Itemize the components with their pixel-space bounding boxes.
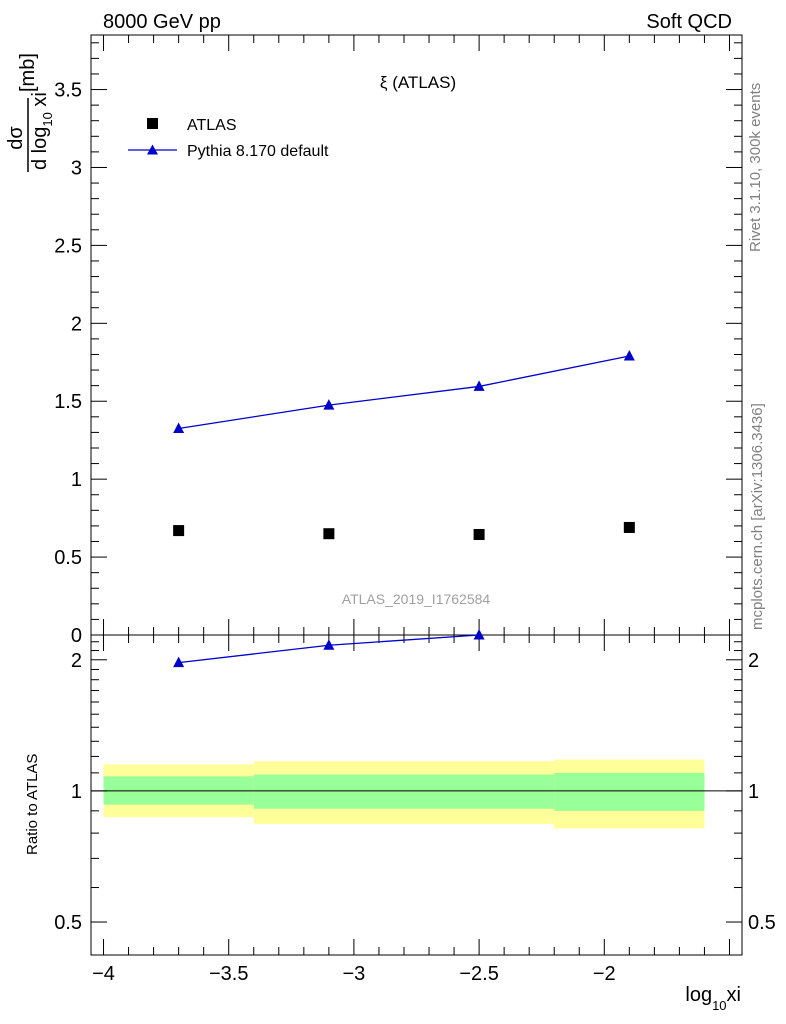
axis-tick-labels: −4 −3.5 −3 −2.5 −2 0 0.5 1 1.5 2 2.5 3 3.5 0.5 0.5 1 1 2 2 — [54, 80, 776, 985]
y-label-unit: [mb] — [17, 53, 39, 92]
x-tick-label: −2 — [593, 963, 616, 985]
x-label-prefix: log — [685, 984, 712, 1006]
x-tick-label: −2.5 — [459, 963, 498, 985]
plot-title: ξ (ATLAS) — [380, 73, 456, 92]
x-label-sub: 10 — [712, 998, 726, 1013]
ratio-point — [173, 656, 185, 668]
atlas-point — [473, 528, 485, 540]
y-label-numerator: dσ — [5, 126, 27, 150]
legend: ATLAS Pythia 8.170 default — [128, 117, 329, 160]
y-axis-label-ratio: Ratio to ATLAS — [24, 754, 41, 855]
header-right: Soft QCD — [646, 11, 732, 33]
x-axis-label: log10xi — [685, 984, 741, 1013]
y-tick-label-main: 3 — [71, 157, 82, 179]
y-label-denominator-prefix: d log — [29, 127, 51, 170]
pythia-point — [323, 399, 335, 410]
rivet-label: Rivet 3.1.10, 300k events — [747, 83, 764, 252]
atlas-point — [623, 521, 635, 533]
y-tick-label-main: 2 — [71, 313, 82, 335]
uncertainty-bands — [91, 759, 742, 829]
y-tick-label-main: 2.5 — [54, 235, 82, 257]
y-tick-label-ratio-left: 2 — [71, 650, 82, 672]
pythia-line — [178, 355, 630, 430]
y-tick-label-ratio-right: 1 — [748, 781, 759, 803]
x-tick-label: −3 — [342, 963, 365, 985]
y-tick-label-main: 1 — [71, 469, 82, 491]
ratio-plot-frame — [90, 634, 743, 956]
pythia-point — [173, 422, 185, 434]
plot-frames — [90, 34, 743, 956]
y-tick-label-ratio-left: 1 — [71, 781, 82, 803]
y-tick-label-ratio-right: 2 — [748, 650, 759, 672]
legend-marker-atlas — [147, 118, 158, 129]
x-label-suffix: xi — [727, 984, 741, 1006]
atlas-point — [323, 528, 335, 540]
mcplots-label: mcplots.cern.ch [arXiv:1306.3436] — [749, 403, 766, 630]
atlas-point — [173, 525, 185, 537]
pythia-point — [623, 350, 635, 361]
y-tick-label-main: 3.5 — [54, 80, 82, 102]
y-axis-label-main: dσ d log10 xi [mb] — [5, 53, 55, 172]
ratio-point — [323, 639, 335, 650]
x-tick-label: −4 — [92, 963, 115, 985]
y-tick-label-main: 1.5 — [54, 391, 82, 413]
header-left: 8000 GeV pp — [103, 11, 221, 33]
x-tick-label: −3.5 — [209, 963, 248, 985]
y-tick-label-ratio-right: 0.5 — [748, 912, 776, 934]
ratio-point — [473, 629, 485, 640]
green-band-1 — [253, 774, 555, 809]
y-label-denominator-suffix: xi — [29, 92, 51, 112]
analysis-watermark: ATLAS_2019_I1762584 — [342, 591, 491, 607]
y-tick-label-main: 0 — [71, 625, 82, 647]
y-label-denominator-sub: 10 — [40, 112, 55, 126]
axis-ticks — [91, 35, 742, 955]
data-marks — [173, 350, 635, 668]
legend-marker-pythia — [147, 144, 158, 155]
y-tick-label-ratio-left: 0.5 — [54, 912, 82, 934]
y-tick-label-main: 0.5 — [54, 547, 82, 569]
legend-label-pythia: Pythia 8.170 default — [187, 143, 329, 160]
y-label-denominator: d log10 xi — [29, 92, 55, 170]
green-band-2 — [554, 772, 705, 811]
pythia-point — [473, 380, 485, 391]
legend-label-atlas: ATLAS — [187, 117, 237, 134]
